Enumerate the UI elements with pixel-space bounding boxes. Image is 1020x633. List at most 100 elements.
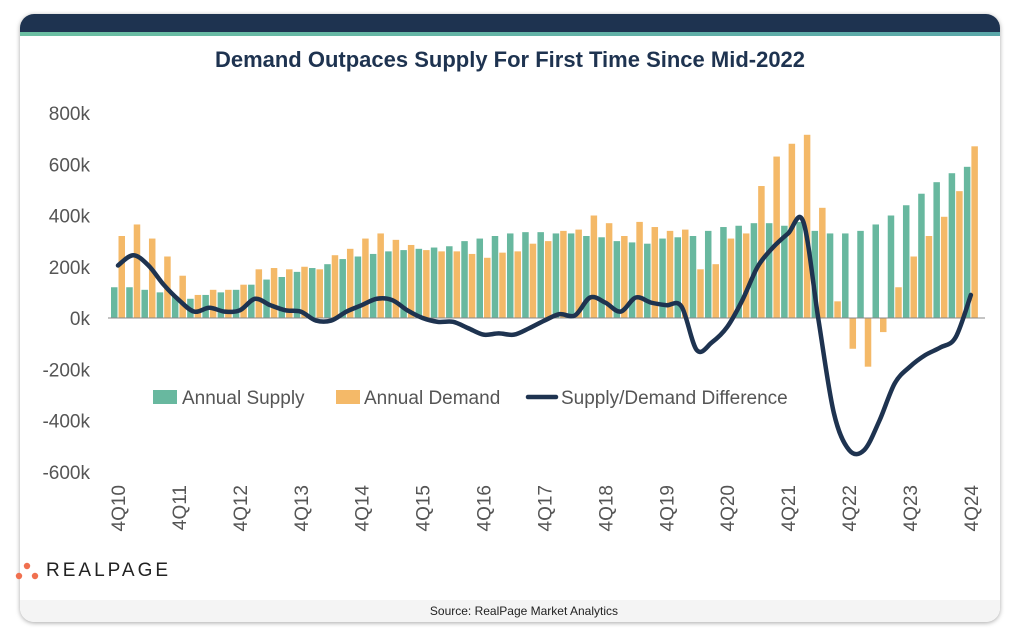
demand-bar	[895, 287, 902, 318]
y-tick-label: -400k	[42, 412, 90, 433]
demand-bar	[940, 216, 948, 318]
y-tick-label: 200k	[49, 258, 91, 279]
supply-bar	[598, 237, 605, 318]
x-tick-label: 4Q24	[962, 485, 983, 532]
demand-bar	[438, 251, 445, 318]
demand-bar	[407, 244, 415, 318]
supply-bar	[735, 225, 742, 318]
demand-bar	[270, 268, 278, 318]
supply-bar	[583, 236, 590, 318]
logo-dots-icon	[15, 562, 39, 580]
supply-bar	[171, 296, 179, 318]
y-tick-label: 400k	[49, 207, 91, 228]
demand-bar	[666, 230, 674, 318]
demand-bar	[392, 239, 400, 318]
x-tick-label: 4Q16	[475, 485, 496, 531]
supply-bar	[918, 193, 925, 318]
x-tick-label: 4Q21	[779, 485, 800, 531]
demand-bar	[971, 146, 978, 318]
x-tick-label: 4Q17	[535, 485, 556, 531]
y-tick-label: 0k	[70, 309, 91, 330]
demand-bar	[773, 156, 780, 318]
demand-bar	[331, 255, 339, 318]
demand-bar	[301, 266, 308, 318]
legend-label-supply: Annual Supply	[182, 388, 305, 409]
demand-bar	[605, 223, 613, 318]
supply-bar	[872, 224, 879, 318]
x-tick-label: 4Q15	[414, 485, 435, 531]
x-tick-label: 4Q14	[353, 485, 374, 532]
demand-bar	[499, 252, 506, 318]
supply-bar	[324, 264, 331, 318]
demand-bar	[803, 134, 811, 318]
supply-bar	[537, 232, 544, 318]
supply-bar	[659, 238, 666, 318]
demand-bar	[377, 233, 384, 318]
demand-bar	[864, 318, 872, 367]
demand-bar	[590, 215, 598, 318]
footer-bar: Source: RealPage Market Analytics	[20, 600, 1000, 622]
supply-bar	[278, 277, 286, 318]
supply-bar	[506, 233, 514, 318]
demand-bar	[179, 275, 186, 318]
supply-bar	[339, 259, 346, 318]
supply-bar	[385, 251, 392, 318]
demand-bar	[194, 294, 202, 318]
x-tick-label: 4Q13	[292, 485, 313, 531]
demand-bar	[423, 250, 430, 318]
y-tick-label: -200k	[42, 360, 90, 381]
demand-bar	[484, 257, 491, 318]
legend-label-difference: Supply/Demand Difference	[561, 388, 788, 409]
demand-bar	[621, 236, 628, 318]
supply-bar	[217, 292, 225, 318]
supply-bar	[156, 292, 164, 318]
demand-bar	[529, 243, 537, 318]
demand-bar	[697, 269, 704, 318]
demand-bar	[819, 207, 826, 318]
demand-bar	[636, 221, 643, 318]
demand-bar	[682, 229, 689, 318]
y-tick-label: 800k	[49, 104, 91, 125]
demand-bar	[346, 248, 354, 318]
logo-text: REALPAGE	[46, 560, 172, 581]
supply-bar	[781, 225, 788, 318]
demand-bar	[118, 236, 125, 318]
demand-bar	[255, 269, 263, 318]
supply-bar	[948, 173, 956, 318]
accent-stripe	[20, 32, 1000, 36]
supply-bar	[674, 237, 682, 318]
realpage-logo: REALPAGE	[14, 560, 171, 582]
chart-title: Demand Outpaces Supply For First Time Si…	[214, 47, 806, 72]
demand-bar	[925, 236, 933, 318]
supply-bar	[308, 268, 316, 318]
x-tick-label: 4Q22	[840, 485, 861, 531]
supply-bar	[887, 215, 895, 318]
supply-bar	[263, 279, 270, 318]
supply-bar	[689, 236, 697, 318]
demand-bar	[514, 251, 521, 318]
demand-bar	[758, 186, 765, 318]
difference-line	[115, 214, 974, 457]
supply-bar	[567, 233, 575, 318]
supply-bar	[933, 182, 940, 318]
x-tick-label: 4Q11	[170, 485, 191, 530]
supply-bar	[232, 289, 240, 318]
supply-bar	[644, 243, 651, 318]
x-tick-label: 4Q20	[718, 485, 739, 531]
demand-bar	[712, 264, 719, 318]
legend-swatch-supply	[153, 390, 177, 404]
supply-bar	[111, 287, 118, 318]
demand-bar	[651, 227, 659, 318]
header-bar	[20, 14, 1000, 32]
supply-bar	[765, 223, 773, 318]
legend-label-demand: Annual Demand	[364, 388, 500, 409]
demand-bar	[286, 269, 293, 318]
legend-swatch-demand	[336, 390, 360, 404]
demand-bar	[209, 289, 217, 318]
supply-bar	[720, 227, 727, 318]
demand-bar	[225, 289, 232, 318]
supply-bar	[704, 230, 712, 318]
demand-bar	[727, 238, 735, 318]
supply-bar	[476, 238, 484, 318]
